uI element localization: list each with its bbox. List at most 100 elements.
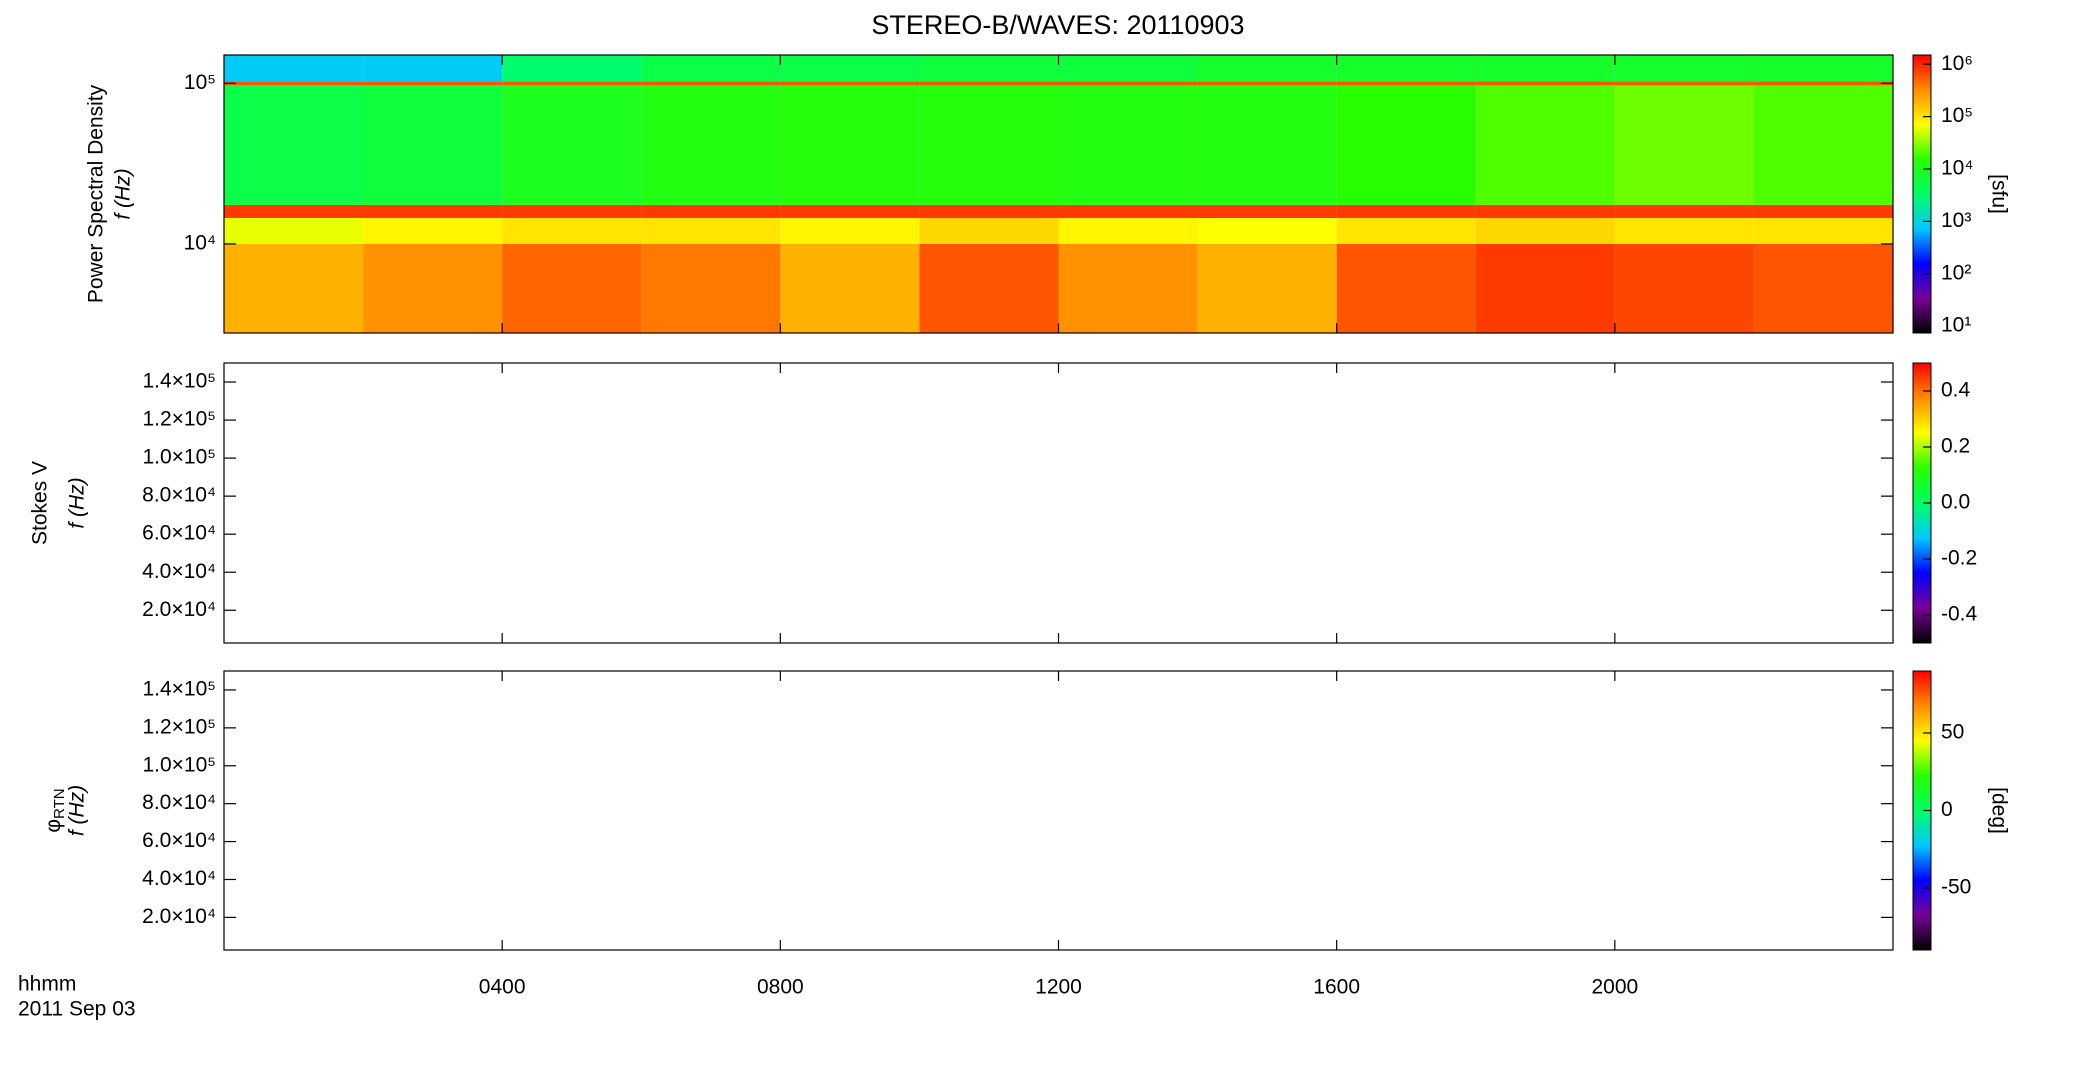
heatmap-cell — [1614, 55, 1754, 82]
heatmap-cell — [780, 85, 920, 205]
x-axis-label: hhmm — [18, 973, 76, 996]
colorbar-tick-label: 0.0 — [1941, 491, 1970, 514]
colorbar-tick-label: 10⁵ — [1941, 104, 1973, 127]
heatmap-cell — [363, 55, 503, 82]
y-axis-subscript: RTN — [51, 788, 68, 819]
heatmap-cell — [224, 55, 364, 82]
heatmap-cell — [1475, 204, 1615, 219]
heatmap-cell — [1058, 218, 1198, 244]
x-tick-label: 1200 — [1035, 976, 1082, 999]
heatmap-cell — [1336, 85, 1476, 205]
heatmap-cell — [1753, 85, 1893, 205]
x-tick-label: 1600 — [1313, 976, 1360, 999]
plot-background — [224, 363, 1893, 643]
y-tick-label: 10⁵ — [184, 71, 216, 94]
colorbar — [1912, 54, 1932, 334]
heatmap-cell — [1197, 85, 1337, 205]
colorbar-tick-label: -0.4 — [1941, 603, 1978, 626]
heatmap-cell — [641, 204, 781, 219]
y-tick-label: 6.0×10⁴ — [142, 829, 216, 852]
plot-background — [224, 671, 1893, 950]
y-axis-label: φRTN — [42, 788, 68, 832]
y-tick-label: 10⁴ — [184, 231, 216, 254]
colorbar-tick-label: 10¹ — [1941, 314, 1971, 337]
heatmap-cell — [919, 218, 1059, 244]
heatmap-cell — [1197, 218, 1337, 244]
heatmap-cell — [224, 81, 364, 86]
heatmap-cell — [1753, 81, 1893, 86]
colorbar-tick-label: 10⁶ — [1941, 52, 1973, 75]
colorbar-label: [sfu] — [1987, 174, 2010, 214]
heatmap-cell — [1614, 85, 1754, 205]
y-tick-label: 2.0×10⁴ — [142, 905, 216, 928]
colorbar-tick-label: -0.2 — [1941, 547, 1977, 570]
heatmap-cell — [224, 243, 364, 333]
heatmap-cell — [1058, 243, 1198, 333]
colorbar-tick-label: 0.4 — [1941, 379, 1971, 402]
heatmap-cell — [1197, 204, 1337, 219]
heatmap-cell — [502, 85, 642, 205]
y-axis-symbol: φ — [42, 819, 65, 833]
y-tick-label: 8.0×10⁴ — [142, 791, 216, 814]
heatmap-cell — [780, 218, 920, 244]
heatmap-cell — [641, 243, 781, 333]
heatmap-cell — [1614, 204, 1754, 219]
date-label: 2011 Sep 03 — [18, 998, 136, 1021]
heatmap-cell — [641, 85, 781, 205]
colorbar-tick-label: 0 — [1941, 798, 1953, 821]
y-tick-label: 6.0×10⁴ — [142, 522, 216, 545]
chart-title: STEREO-B/WAVES: 20110903 — [871, 10, 1244, 40]
colorbar-tick-label: 10² — [1941, 261, 1971, 284]
colorbar-label: [deg] — [1987, 787, 2010, 834]
heatmap-cell — [1336, 81, 1476, 86]
heatmap-cell — [1614, 81, 1754, 86]
heatmap-cell — [502, 55, 642, 82]
heatmap-cell — [1753, 243, 1893, 333]
heatmap-cell — [224, 218, 364, 244]
heatmap-cell — [363, 85, 503, 205]
y-tick-label: 2.0×10⁴ — [142, 598, 216, 621]
heatmap-cell — [1058, 81, 1198, 86]
heatmap-cell — [641, 218, 781, 244]
heatmap-cell — [1336, 218, 1476, 244]
heatmap-cell — [919, 55, 1059, 82]
heatmap-cell — [1753, 204, 1893, 219]
colorbar-tick-label: 10³ — [1941, 209, 1971, 232]
y-tick-label: 1.0×10⁵ — [142, 753, 216, 776]
y-tick-label: 1.0×10⁵ — [142, 446, 216, 469]
y-axis-label: f (Hz) — [66, 785, 89, 836]
y-tick-label: 1.2×10⁵ — [142, 715, 216, 738]
y-tick-label: 1.2×10⁵ — [142, 408, 216, 431]
heatmap-cell — [780, 243, 920, 333]
y-tick-label: 4.0×10⁴ — [142, 560, 216, 583]
heatmap-cell — [641, 81, 781, 86]
heatmap-cell — [1058, 85, 1198, 205]
heatmap-cell — [1753, 55, 1893, 82]
y-axis-label: f (Hz) — [112, 168, 135, 219]
heatmap-cell — [919, 243, 1059, 333]
heatmap-cell — [780, 204, 920, 219]
x-tick-label: 0400 — [479, 976, 526, 999]
colorbar-tick-label: -50 — [1941, 876, 1971, 899]
colorbar-tick-label: 50 — [1941, 721, 1964, 744]
heatmap-cell — [1475, 81, 1615, 86]
heatmap-cell — [1475, 55, 1615, 82]
x-tick-label: 2000 — [1591, 976, 1638, 999]
heatmap-cell — [1753, 218, 1893, 244]
heatmap-cell — [224, 204, 364, 219]
heatmap-cell — [1475, 85, 1615, 205]
heatmap-cell — [363, 81, 503, 86]
y-tick-label: 1.4×10⁵ — [142, 677, 216, 700]
heatmap-cell — [363, 218, 503, 244]
y-axis-label: Power Spectral Density — [85, 84, 108, 303]
x-tick-label: 0800 — [757, 976, 804, 999]
heatmap-cell — [641, 55, 781, 82]
heatmap-cell — [502, 81, 642, 86]
y-axis-label: f (Hz) — [66, 477, 89, 528]
heatmap-cell — [1197, 81, 1337, 86]
y-tick-label: 8.0×10⁴ — [142, 484, 216, 507]
y-tick-label: 4.0×10⁴ — [142, 867, 216, 890]
heatmap-cell — [919, 81, 1059, 86]
colorbar-tick-label: 10⁴ — [1941, 157, 1973, 180]
